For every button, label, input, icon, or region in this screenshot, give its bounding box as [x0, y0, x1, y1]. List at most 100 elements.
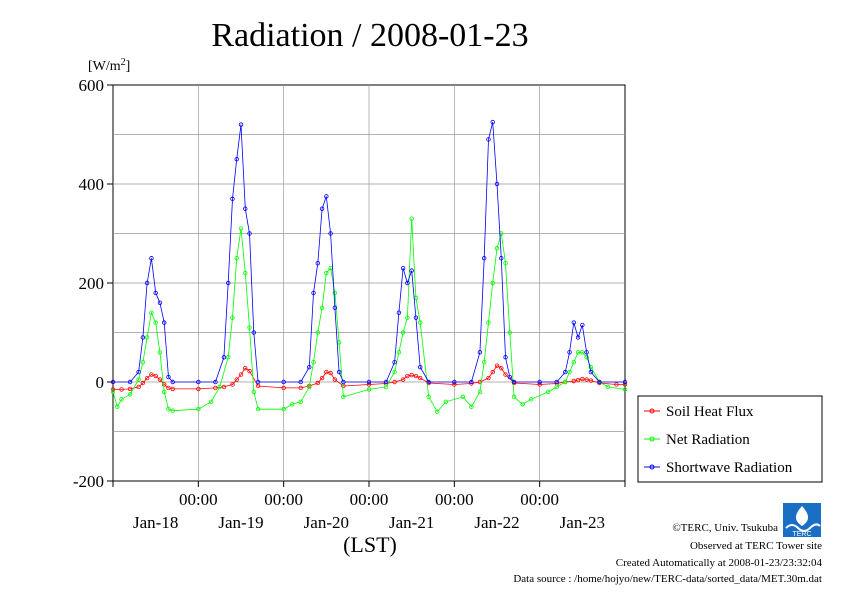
series-shortwave-radiation	[110, 119, 628, 385]
data-point	[140, 360, 146, 365]
data-point	[486, 320, 491, 325]
data-point	[332, 377, 338, 382]
x-day-label: Jan-22	[474, 513, 519, 532]
x-axis-label: (LST)	[343, 532, 397, 557]
data-point	[140, 380, 146, 386]
data-point	[396, 310, 402, 315]
data-point	[115, 404, 120, 409]
data-point	[255, 379, 261, 385]
data-point	[460, 394, 466, 400]
data-point	[503, 261, 508, 266]
data-point	[196, 386, 201, 392]
data-point	[418, 320, 423, 325]
data-point	[217, 384, 222, 390]
data-point	[230, 196, 235, 202]
data-point	[511, 394, 517, 400]
data-point	[486, 137, 491, 142]
data-point	[528, 397, 534, 402]
footer-copyright: ©TERC, Univ. Tsukuba	[672, 522, 778, 534]
legend-box	[637, 395, 823, 483]
data-point	[281, 379, 286, 385]
data-point	[324, 270, 329, 276]
x-day-label: Jan-21	[389, 513, 434, 532]
data-point	[149, 310, 154, 315]
data-point	[405, 280, 410, 286]
data-point	[336, 369, 342, 375]
x-day-label: Jan-19	[218, 513, 263, 532]
data-point	[571, 360, 576, 365]
y-tick-label: 200	[79, 274, 105, 293]
data-point	[503, 355, 508, 360]
data-point	[153, 290, 158, 296]
legend-marker	[649, 436, 655, 442]
data-point	[400, 377, 406, 382]
data-point	[196, 379, 201, 385]
data-point	[490, 369, 495, 375]
data-point	[409, 268, 414, 273]
data-point	[490, 280, 495, 286]
data-point	[298, 385, 303, 391]
data-point	[298, 379, 303, 385]
data-point	[243, 270, 248, 276]
data-point	[315, 380, 320, 386]
legend-marker	[649, 464, 655, 470]
data-point	[153, 373, 158, 379]
data-point	[494, 181, 500, 187]
data-point	[575, 335, 581, 340]
data-point	[319, 375, 325, 381]
data-point	[110, 379, 116, 385]
data-point	[507, 374, 512, 380]
data-point	[140, 335, 146, 340]
data-point	[622, 382, 628, 387]
data-point	[170, 408, 175, 413]
data-point	[409, 372, 414, 378]
data-point	[243, 365, 248, 371]
data-point	[477, 350, 483, 355]
data-point	[383, 384, 389, 390]
data-point	[452, 379, 457, 385]
data-point	[588, 378, 594, 383]
data-point	[324, 369, 329, 375]
data-point	[319, 206, 325, 211]
y-axis-ticks: 600 400 200 0 -200	[73, 76, 113, 491]
data-point	[315, 261, 320, 266]
footer-observed: Observed at TERC Tower site	[690, 540, 822, 552]
data-point	[413, 373, 419, 379]
data-point	[469, 404, 474, 409]
x-day-label: Jan-20	[304, 513, 349, 532]
data-point	[413, 315, 419, 320]
series-group	[110, 119, 628, 414]
data-point	[469, 379, 474, 385]
data-point	[166, 385, 171, 391]
data-point	[281, 385, 286, 391]
data-point	[110, 387, 116, 392]
data-point	[157, 300, 163, 305]
data-point	[494, 246, 500, 251]
data-point	[452, 382, 457, 387]
data-point	[196, 407, 201, 412]
y-tick-label: 400	[79, 175, 105, 194]
data-point	[614, 382, 619, 387]
data-point	[230, 382, 235, 387]
data-point	[136, 384, 141, 390]
data-point	[622, 379, 628, 385]
footer-created: Created Automatically at 2008-01-23/23:3…	[616, 557, 823, 569]
data-point	[435, 409, 440, 414]
data-point	[247, 231, 252, 236]
data-point	[247, 325, 252, 330]
data-point	[392, 379, 397, 385]
data-point	[580, 350, 585, 355]
data-point	[149, 256, 154, 261]
data-point	[213, 379, 218, 385]
data-point	[400, 265, 406, 271]
data-point	[311, 360, 316, 365]
data-point	[230, 315, 235, 320]
data-point	[221, 384, 227, 390]
data-point	[486, 375, 491, 381]
y-axis-unit: [W/m2]	[88, 57, 130, 74]
legend-label: Shortwave Radiation	[666, 460, 793, 476]
data-point	[546, 389, 551, 395]
data-point	[136, 377, 141, 382]
data-point	[511, 379, 517, 385]
data-point	[605, 384, 611, 390]
